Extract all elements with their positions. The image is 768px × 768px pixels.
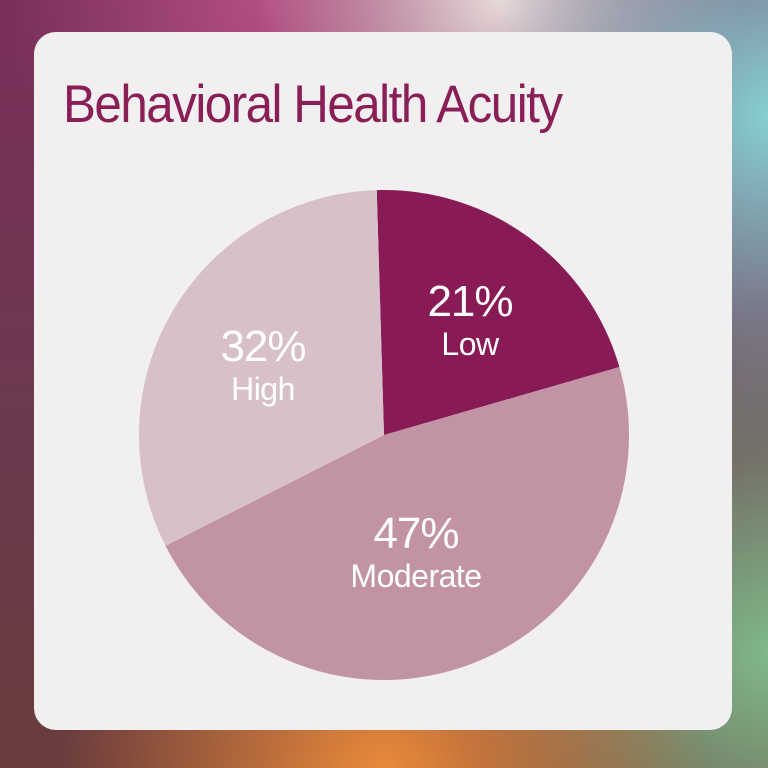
- slice-label-moderate: 47% Moderate: [350, 509, 482, 594]
- slice-label-low: 21% Low: [427, 277, 513, 362]
- slice-pct-moderate: 47%: [373, 509, 459, 558]
- pie-slice-moderate: [165, 367, 629, 680]
- slice-pct-high: 32%: [220, 322, 306, 371]
- pie-chart: [138, 190, 629, 680]
- chart-card: Behavioral Health Acuity 21% Low 47% Mod…: [34, 32, 732, 730]
- slice-label-high: 32% High: [220, 322, 306, 407]
- pie-slice-low: [376, 190, 620, 435]
- slice-name-moderate: Moderate: [350, 558, 482, 594]
- slice-name-low: Low: [441, 326, 499, 362]
- chart-title: Behavioral Health Acuity: [63, 75, 563, 134]
- slice-pct-low: 21%: [427, 277, 513, 326]
- slice-name-high: High: [231, 371, 295, 407]
- pie-slice-high: [138, 190, 384, 546]
